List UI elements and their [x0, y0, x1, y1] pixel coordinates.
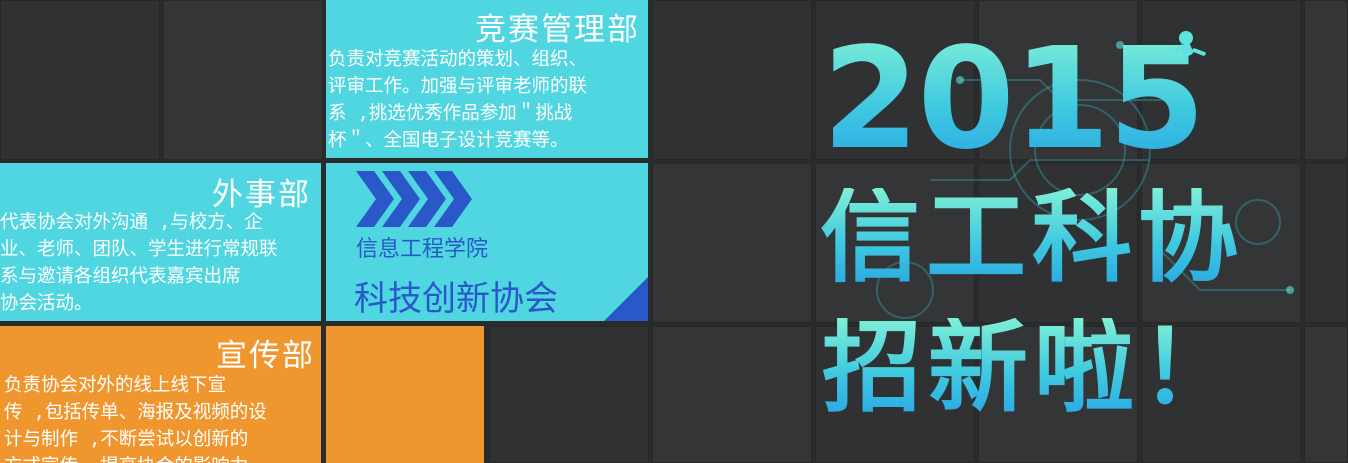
bg-tile — [652, 0, 812, 160]
headline-recruiting: 招新啦！ — [822, 309, 1246, 426]
publicity-dept-description: 负责协会对外的线上线下宣 传 ,包括传单、海报及视频的设 计与制作 ,不断尝试以… — [4, 375, 267, 463]
bg-tile — [1141, 163, 1301, 323]
chevron-arrows-icon — [356, 171, 472, 227]
bg-tile — [652, 326, 812, 463]
bg-tile — [1141, 0, 1301, 160]
bg-tile — [1304, 163, 1348, 323]
bg-tile — [978, 163, 1138, 323]
association-name: 科技创新协会 — [354, 279, 558, 319]
external-dept-panel: 外事部 代表协会对外沟通 ,与校方、企 业、老师、团队、学生进行常规联 系与邀请… — [0, 163, 321, 321]
publicity-dept-title: 宣传部 — [216, 338, 315, 374]
bg-tile — [1141, 326, 1301, 463]
bg-tile — [489, 326, 649, 463]
competition-dept-title: 竞赛管理部 — [475, 12, 640, 48]
competition-dept-panel: 竞赛管理部 负责对竞赛活动的策划、组织、 评审工作。加强与评审老师的联 系 ,挑… — [326, 0, 648, 158]
bg-tile — [815, 326, 975, 463]
bg-tile — [1304, 326, 1348, 463]
bg-tile — [978, 0, 1138, 160]
bg-tile — [978, 326, 1138, 463]
competition-dept-description: 负责对竞赛活动的策划、组织、 评审工作。加强与评审老师的联 系 ,挑选优秀作品参… — [328, 49, 588, 151]
astronaut-icon — [1174, 31, 1206, 57]
corner-triangle-icon — [604, 277, 648, 321]
bg-tile — [0, 0, 160, 160]
headline-year: 2015 — [822, 18, 1206, 181]
association-logo-panel: 信息工程学院 科技创新协会 — [326, 163, 648, 321]
headline-club-name: 信工科协 — [820, 179, 1244, 296]
bg-tile — [815, 0, 975, 160]
external-dept-description: 代表协会对外沟通 ,与校方、企 业、老师、团队、学生进行常规联 系与邀请各组织代… — [0, 212, 278, 314]
publicity-dept-panel: 宣传部 负责协会对外的线上线下宣 传 ,包括传单、海报及视频的设 计与制作 ,不… — [0, 326, 321, 463]
external-dept-title: 外事部 — [212, 177, 311, 213]
bg-tile — [652, 163, 812, 323]
bg-tile — [163, 0, 323, 160]
orange-accent-block — [326, 326, 484, 463]
school-name: 信息工程学院 — [356, 237, 489, 262]
bg-tile — [1304, 0, 1348, 160]
bg-tile — [815, 163, 975, 323]
